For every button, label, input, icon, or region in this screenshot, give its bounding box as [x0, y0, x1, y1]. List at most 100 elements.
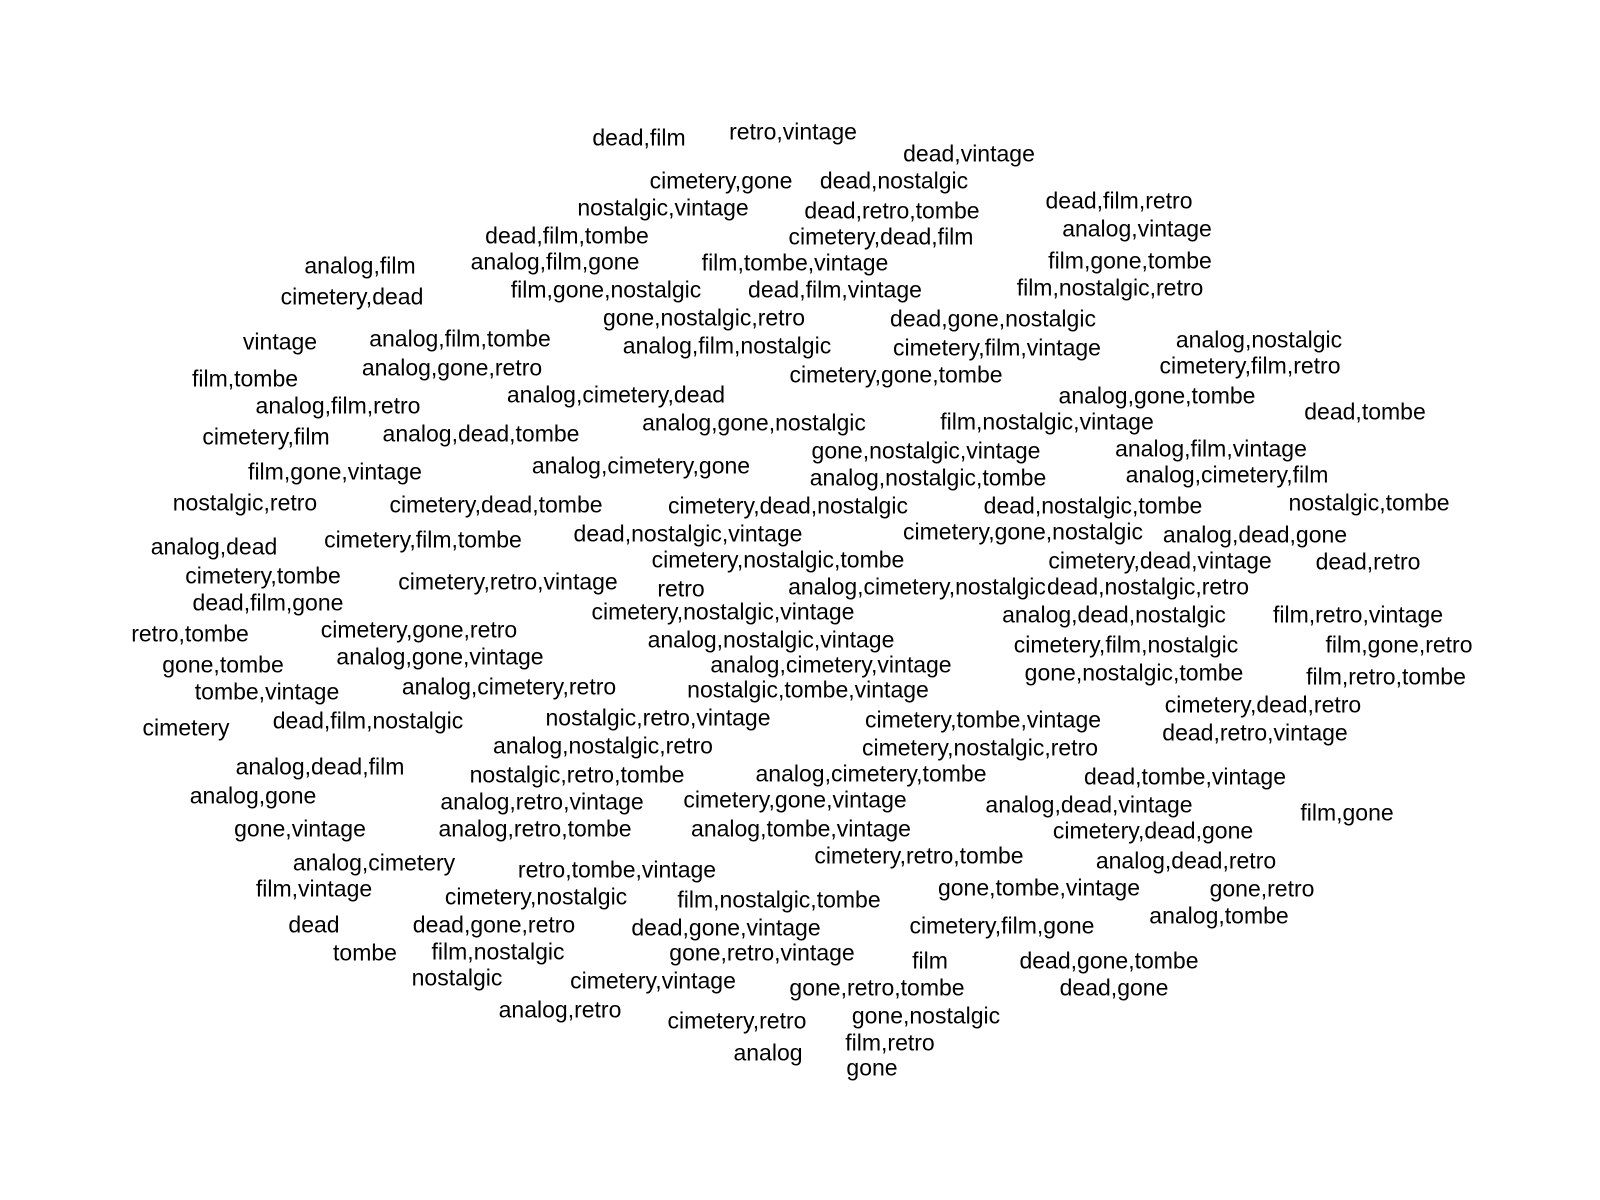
word-cimetery-gone-vintage: cimetery,gone,vintage [683, 786, 907, 813]
word-film-retro-vintage: film,retro,vintage [1272, 601, 1444, 628]
word-analog-cimetery-gone: analog,cimetery,gone [531, 452, 751, 479]
word-nostalgic-retro-vintage: nostalgic,retro,vintage [545, 704, 771, 731]
word-dead-retro-tombe: dead,retro,tombe [804, 197, 980, 224]
word-cimetery-retro-vintage: cimetery,retro,vintage [398, 568, 618, 595]
word-gone-tombe-vintage: gone,tombe,vintage [937, 874, 1141, 901]
word-analog-dead-vintage: analog,dead,vintage [985, 791, 1193, 818]
word-analog-cimetery-dead: analog,cimetery,dead [506, 381, 726, 408]
word-analog-cimetery-film: analog,cimetery,film [1125, 461, 1329, 488]
word-cimetery-nostalgic-vintage: cimetery,nostalgic,vintage [591, 598, 855, 625]
word-dead-film-vintage: dead,film,vintage [748, 276, 922, 303]
word-dead-nostalgic-tombe: dead,nostalgic,tombe [983, 492, 1203, 519]
word-retro-vintage: retro,vintage [729, 118, 857, 145]
word-cimetery-dead-nostalgic: cimetery,dead,nostalgic [668, 492, 908, 519]
word-cimetery-gone-retro: cimetery,gone,retro [320, 616, 518, 643]
word-analog-nostalgic-vintage: analog,nostalgic,vintage [647, 626, 895, 653]
word-analog-gone: analog,gone [189, 782, 317, 809]
word-cimetery-nostalgic-tombe: cimetery,nostalgic,tombe [651, 546, 905, 573]
word-analog-film-vintage: analog,film,vintage [1115, 435, 1307, 462]
word-analog-tombe: analog,tombe [1149, 902, 1289, 929]
word-film-gone-tombe: film,gone,tombe [1048, 247, 1212, 274]
word-cimetery-gone-nostalgic: cimetery,gone,nostalgic [903, 518, 1143, 545]
word-gone-nostalgic-tombe: gone,nostalgic,tombe [1024, 659, 1244, 686]
word-film-tombe: film,tombe [191, 365, 299, 392]
word-analog-film-nostalgic: analog,film,nostalgic [622, 332, 832, 359]
word-nostalgic-retro: nostalgic,retro [172, 489, 318, 516]
word-film-nostalgic-tombe: film,nostalgic,tombe [677, 886, 881, 913]
word-dead-film-gone: dead,film,gone [192, 589, 344, 616]
word-nostalgic-tombe: nostalgic,tombe [1288, 489, 1450, 516]
word-dead-retro: dead,retro [1315, 548, 1421, 575]
word-cimetery-dead-gone: cimetery,dead,gone [1052, 817, 1254, 844]
word-cimetery: cimetery [142, 714, 230, 741]
word-film-gone: film,gone [1300, 799, 1394, 826]
word-dead-retro-vintage: dead,retro,vintage [1162, 719, 1348, 746]
word-gone-tombe: gone,tombe [162, 651, 284, 678]
word-cimetery-film: cimetery,film [202, 423, 330, 450]
word-dead-gone-tombe: dead,gone,tombe [1019, 947, 1199, 974]
word-gone-retro: gone,retro [1209, 875, 1315, 902]
word-retro-tombe-vintage: retro,tombe,vintage [517, 856, 717, 883]
word-nostalgic: nostalgic [411, 964, 503, 991]
word-cimetery-gone-tombe: cimetery,gone,tombe [789, 361, 1003, 388]
word-dead-gone-nostalgic: dead,gone,nostalgic [890, 305, 1096, 332]
word-analog-nostalgic: analog,nostalgic [1175, 326, 1343, 353]
word-analog-cimetery-nostalgic: analog,cimetery,nostalgic [788, 573, 1046, 600]
word-dead-gone-retro: dead,gone,retro [412, 911, 576, 938]
word-cimetery-film-vintage: cimetery,film,vintage [893, 334, 1101, 361]
word-film-gone-vintage: film,gone,vintage [248, 458, 422, 485]
word-analog-dead-film: analog,dead,film [235, 753, 405, 780]
word-cimetery-nostalgic: cimetery,nostalgic [444, 883, 628, 910]
word-cimetery-film-tombe: cimetery,film,tombe [324, 526, 522, 553]
word-film-gone-retro: film,gone,retro [1325, 631, 1473, 658]
word-film-nostalgic: film,nostalgic [431, 938, 565, 965]
word-gone-nostalgic-vintage: gone,nostalgic,vintage [811, 437, 1041, 464]
word-gone-retro-tombe: gone,retro,tombe [789, 974, 965, 1001]
word-analog-film-gone: analog,film,gone [470, 248, 640, 275]
word-cimetery-dead: cimetery,dead [280, 283, 424, 310]
word-film-vintage: film,vintage [255, 875, 373, 902]
word-cimetery-tombe: cimetery,tombe [185, 562, 341, 589]
word-analog-film-retro: analog,film,retro [255, 392, 421, 419]
word-film-retro-tombe: film,retro,tombe [1306, 663, 1466, 690]
word-cimetery-film-gone: cimetery,film,gone [909, 912, 1095, 939]
word-dead-nostalgic: dead,nostalgic [819, 167, 969, 194]
word-retro-tombe: retro,tombe [131, 620, 249, 647]
word-analog-retro-vintage: analog,retro,vintage [440, 788, 644, 815]
word-nostalgic-tombe-vintage: nostalgic,tombe,vintage [687, 676, 929, 703]
word-analog-dead-tombe: analog,dead,tombe [382, 420, 580, 447]
word-film-gone-nostalgic: film,gone,nostalgic [510, 276, 702, 303]
word-analog-retro: analog,retro [498, 996, 622, 1023]
word-tombe-vintage: tombe,vintage [194, 678, 340, 705]
word-dead-gone-vintage: dead,gone,vintage [631, 914, 821, 941]
word-gone: gone [846, 1054, 898, 1081]
word-cimetery-film-nostalgic: cimetery,film,nostalgic [1013, 631, 1239, 658]
word-analog-gone-vintage: analog,gone,vintage [336, 643, 544, 670]
word-dead-vintage: dead,vintage [903, 140, 1035, 167]
word-dead-film-retro: dead,film,retro [1045, 187, 1193, 214]
word-film-retro: film,retro [845, 1029, 935, 1056]
word-film: film [912, 947, 948, 974]
word-dead: dead [288, 911, 340, 938]
word-cimetery-dead-retro: cimetery,dead,retro [1164, 691, 1362, 718]
word-analog-cimetery-retro: analog,cimetery,retro [401, 673, 617, 700]
word-film-nostalgic-vintage: film,nostalgic,vintage [940, 408, 1154, 435]
word-dead-film: dead,film [592, 124, 686, 151]
word-analog-cimetery: analog,cimetery [292, 849, 456, 876]
word-analog-nostalgic-retro: analog,nostalgic,retro [493, 732, 713, 759]
word-dead-film-nostalgic: dead,film,nostalgic [272, 707, 464, 734]
word-analog-gone-tombe: analog,gone,tombe [1058, 382, 1256, 409]
word-analog-cimetery-vintage: analog,cimetery,vintage [710, 651, 952, 678]
word-analog-tombe-vintage: analog,tombe,vintage [691, 815, 911, 842]
word-analog-film: analog,film [304, 252, 416, 279]
word-analog-nostalgic-tombe: analog,nostalgic,tombe [809, 464, 1047, 491]
word-analog-dead-nostalgic: analog,dead,nostalgic [1002, 601, 1226, 628]
word-cimetery-retro: cimetery,retro [667, 1007, 807, 1034]
word-dead-gone: dead,gone [1059, 974, 1169, 1001]
word-dead-nostalgic-retro: dead,nostalgic,retro [1046, 573, 1250, 600]
word-retro: retro [657, 575, 705, 602]
word-analog-dead: analog,dead [150, 533, 278, 560]
word-gone-retro-vintage: gone,retro,vintage [669, 939, 855, 966]
word-cimetery-dead-film: cimetery,dead,film [788, 223, 974, 250]
word-analog-dead-retro: analog,dead,retro [1095, 847, 1277, 874]
